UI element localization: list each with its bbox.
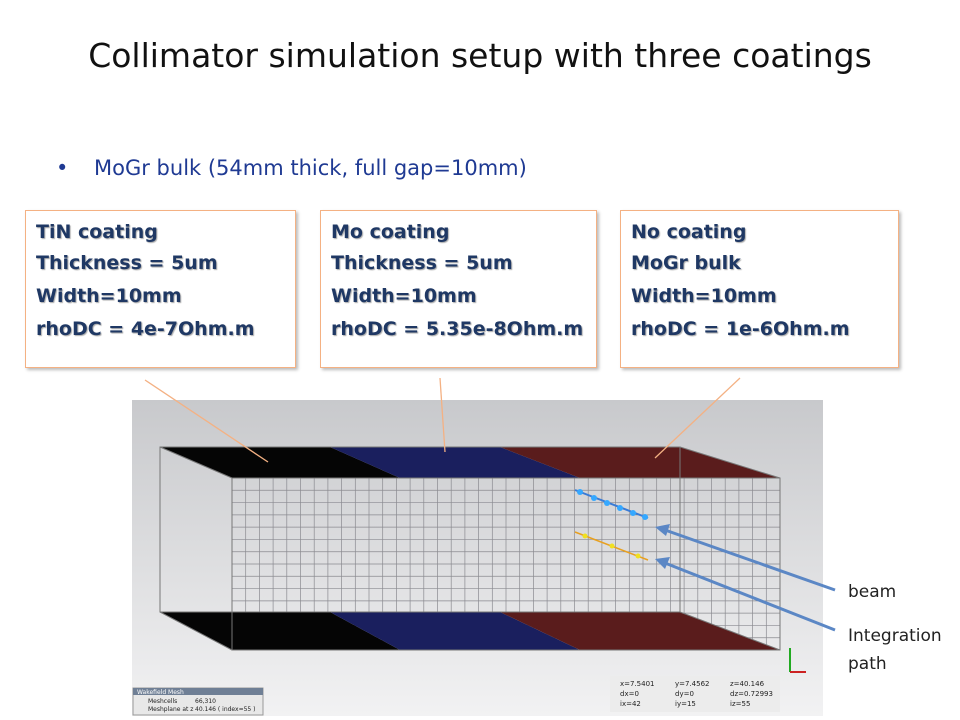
coord-text: x=7.5401 [620,680,655,688]
slide-title: Collimator simulation setup with three c… [88,36,872,75]
coord-text: dx=0 [620,690,639,698]
tin-plate [160,447,400,478]
coord-text: y=7.4562 [675,680,710,688]
panel-title: Wakefield Mesh [137,689,184,696]
arrows [655,524,836,632]
coords-panel [610,676,780,712]
coord-text: ix=42 [620,700,641,708]
coord-text: dy=0 [675,690,694,698]
mogr-plate-bottom [500,612,780,650]
box-line: rhoDC = 4e-7Ohm.m [36,318,255,340]
mo-box: Mo coating Thickness = 5um Width=10mm rh… [320,210,597,368]
beam-label: beam [848,582,897,602]
coords: x=7.5401 y=7.4562 z=40.146 dx=0 dy=0 dz=0.729… [610,676,780,712]
box-line: Width=10mm [631,285,777,307]
integration-label: Integration path [848,626,942,674]
mesh-panel-bar [133,688,263,695]
box-line: Thickness = 5um [331,252,513,274]
panel-value: 66,310 [195,698,216,705]
box-line: TiN coating [36,221,158,243]
coord-text: iy=15 [675,700,696,708]
box-line: Thickness = 5um [36,252,218,274]
box-edges [159,446,781,651]
box-line: Width=10mm [331,285,477,307]
box-line: rhoDC = 1e-6Ohm.m [631,318,850,340]
panel-value: 40.146 ( index=55 ) [195,706,255,713]
coord-text: z=40.146 [730,680,765,688]
coord-text: dz=0.72993 [730,690,773,698]
box-line: MoGr bulk [631,252,741,274]
coord-text: iz=55 [730,700,750,708]
box-line: rhoDC = 5.35e-8Ohm.m [331,318,584,340]
panel-key: Meshcells [148,698,177,705]
axis-icon [789,648,806,673]
leader-lines [144,377,741,463]
path-dots [582,533,641,559]
mogr-plate [500,447,780,478]
box-line: Mo coating [331,221,450,243]
mo-plate-bottom [330,612,580,650]
bullet-text: MoGr bulk (54mm thick, full gap=10mm) [94,156,527,180]
box-line: Width=10mm [36,285,182,307]
bullet: MoGr bulk (54mm thick, full gap=10mm) [56,156,527,180]
beam-dots [577,489,648,520]
box-line: No coating [631,221,747,243]
mo-plate [330,447,580,478]
no-coating-box: No coating MoGr bulk Width=10mm rhoDC = … [620,210,899,368]
tin-plate-bottom [160,612,400,650]
panel-key: Meshplane at z [148,706,193,713]
tin-box: TiN coating Thickness = 5um Width=10mm r… [25,210,296,368]
